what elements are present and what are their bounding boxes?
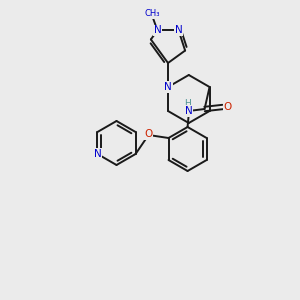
- Text: CH₃: CH₃: [145, 9, 160, 18]
- Text: N: N: [164, 82, 172, 92]
- Text: N: N: [185, 106, 192, 116]
- Text: O: O: [144, 129, 153, 139]
- Text: N: N: [175, 26, 182, 35]
- Text: O: O: [224, 102, 232, 112]
- Text: N: N: [154, 26, 161, 35]
- Text: H: H: [184, 100, 191, 109]
- Text: N: N: [94, 149, 101, 159]
